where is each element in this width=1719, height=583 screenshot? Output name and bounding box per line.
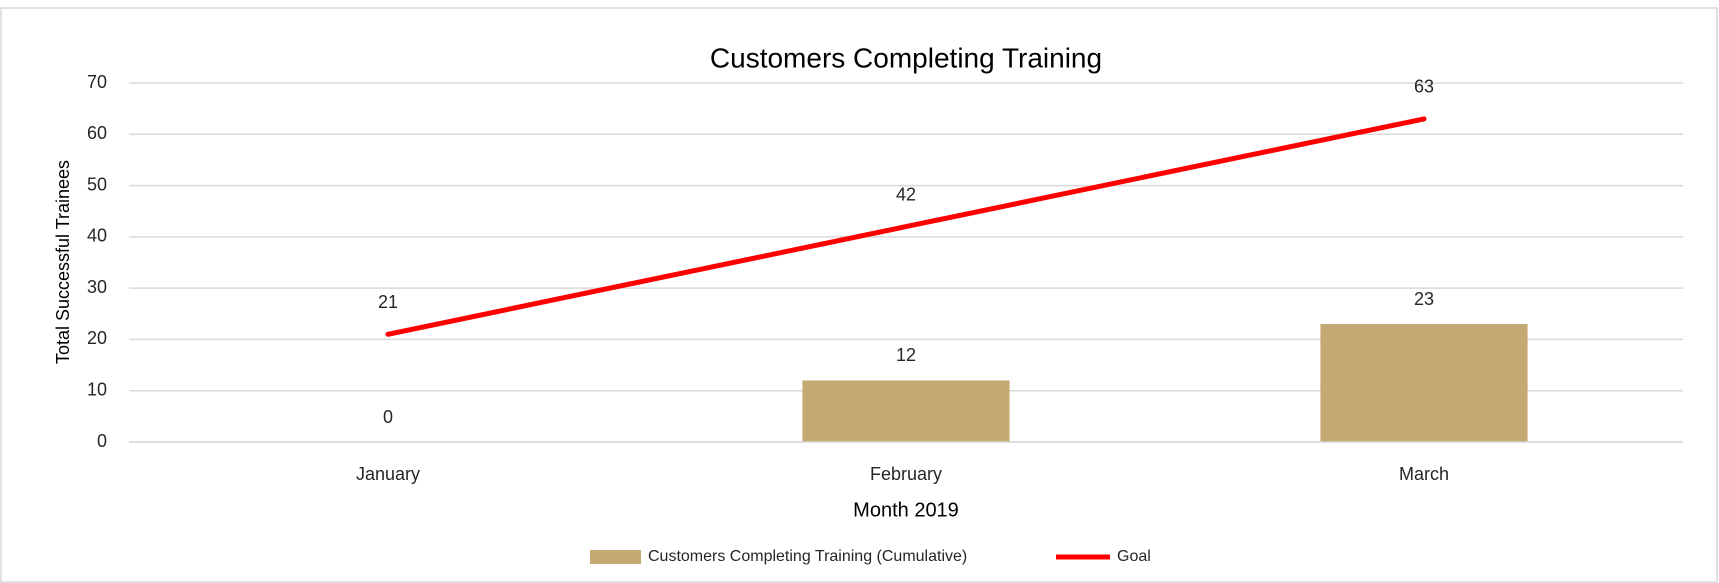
bar <box>1320 324 1528 442</box>
y-tick-label: 40 <box>87 226 107 246</box>
bar <box>802 380 1010 442</box>
legend-text: Customers Completing Training (Cumulativ… <box>648 548 967 565</box>
data-label: 23 <box>1414 289 1434 309</box>
data-label: 0 <box>383 407 393 427</box>
data-label: 12 <box>896 345 916 365</box>
chart-title: Customers Completing Training <box>710 42 1102 73</box>
y-tick-label: 20 <box>87 328 107 348</box>
data-label: 21 <box>378 292 398 312</box>
y-tick-label: 10 <box>87 379 107 399</box>
goal-line <box>385 116 1427 337</box>
legend-swatch <box>590 550 641 564</box>
x-tick-label: March <box>1399 464 1449 484</box>
y-tick-label: 0 <box>97 431 107 451</box>
chart-frame <box>0 7 1718 583</box>
y-tick-label: 60 <box>87 123 107 143</box>
x-tick-label: February <box>870 464 942 484</box>
y-tick-label: 50 <box>87 174 107 194</box>
legend-text: Goal <box>1117 548 1151 565</box>
data-label: 42 <box>896 184 916 204</box>
x-axis-title: Month 2019 <box>853 499 959 521</box>
x-tick-label: January <box>356 464 420 484</box>
y-axis-title: Total Successful Trainees <box>53 160 73 364</box>
data-label: 63 <box>1414 77 1434 97</box>
y-tick-label: 70 <box>87 72 107 92</box>
y-tick-label: 30 <box>87 277 107 297</box>
